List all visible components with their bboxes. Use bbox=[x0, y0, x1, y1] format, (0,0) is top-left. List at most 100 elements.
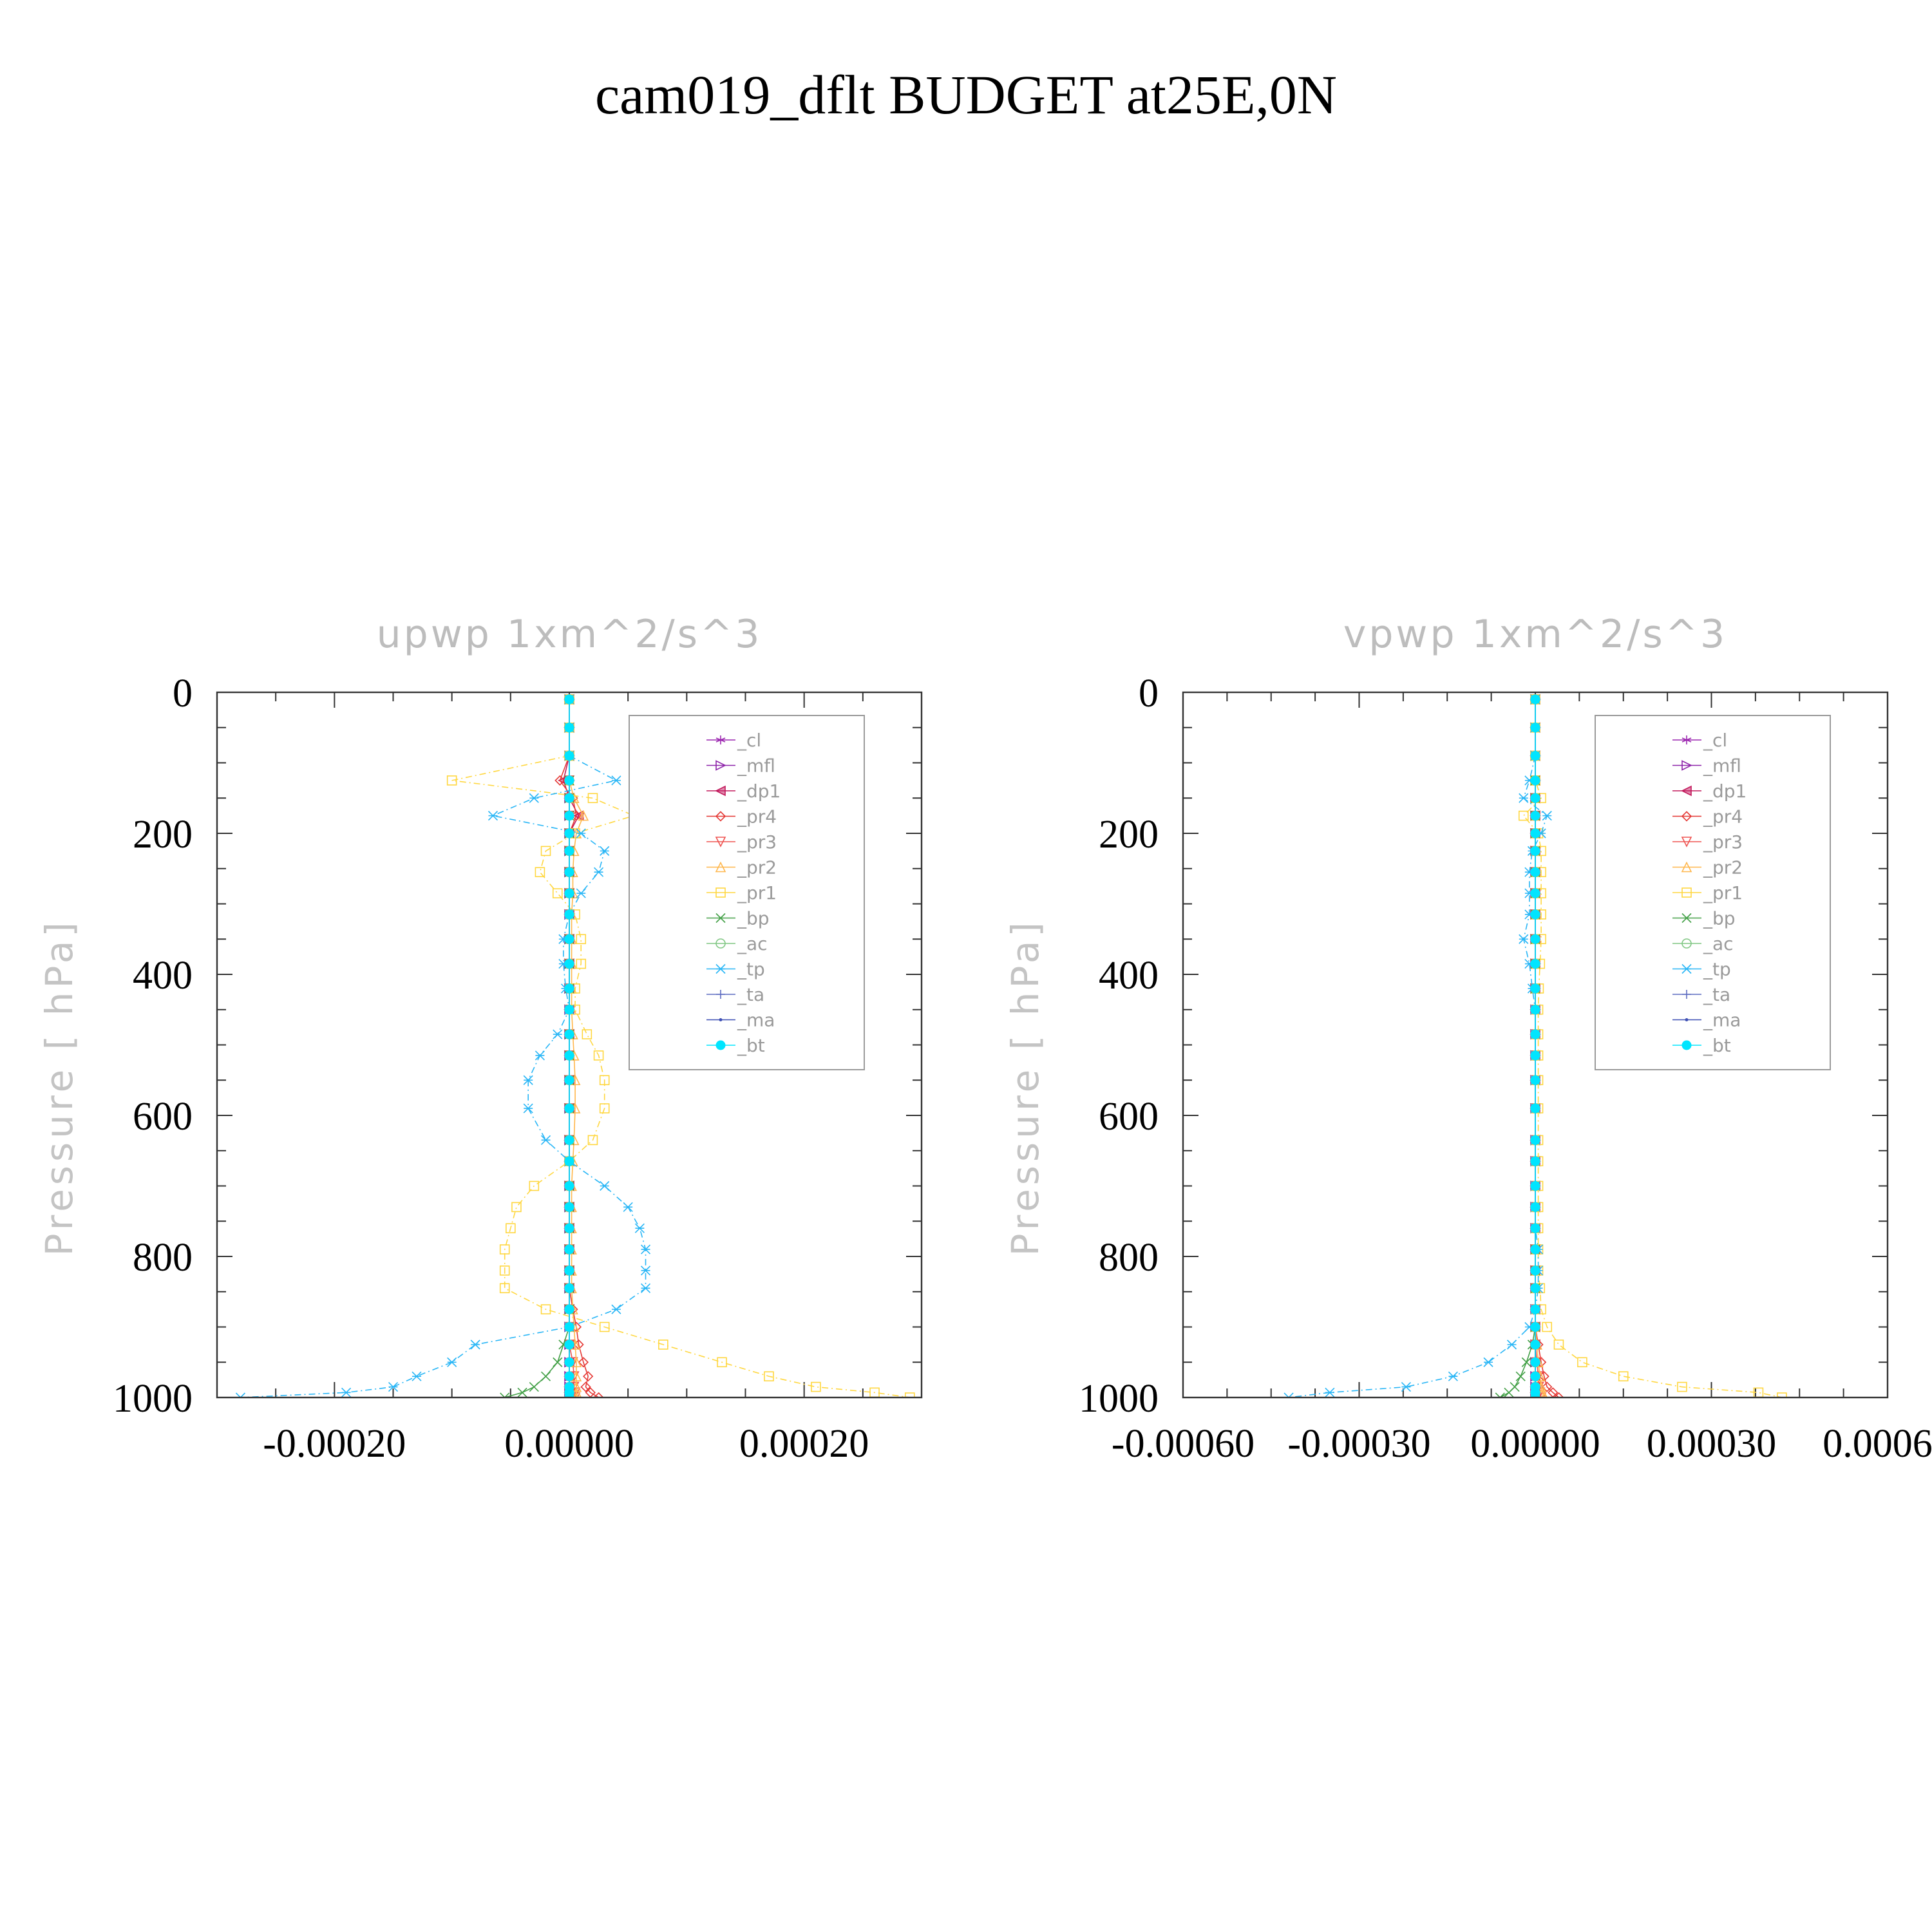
legend-entry: _ta bbox=[1672, 984, 1730, 1005]
legend: _cl _mfl _dp1 _pr4 _pr3 _pr2 _pr1 _bp _ac _tp _ta _… bbox=[1595, 715, 1831, 1070]
x-tick-label: 0.00060 bbox=[1823, 1422, 1932, 1466]
series_tp bbox=[1283, 694, 1552, 1397]
data-point bbox=[564, 867, 574, 877]
series-line bbox=[569, 699, 584, 1397]
x-tick-label: -0.00030 bbox=[1287, 1422, 1430, 1466]
data-point bbox=[640, 1244, 651, 1255]
series-group bbox=[1283, 694, 1787, 1397]
legend-marker bbox=[715, 811, 726, 822]
legend-marker bbox=[1681, 938, 1692, 949]
data-point bbox=[576, 828, 586, 838]
legend-marker bbox=[1682, 990, 1691, 999]
legend-marker bbox=[715, 1040, 726, 1050]
data-point bbox=[553, 1029, 563, 1039]
legend-marker bbox=[715, 837, 726, 848]
y-tick-label: 200 bbox=[133, 813, 193, 857]
legend-entry: _ta bbox=[706, 984, 764, 1005]
data-point bbox=[540, 846, 551, 857]
data-point bbox=[640, 1283, 651, 1293]
data-point bbox=[1530, 1075, 1540, 1085]
legend-label: _pr2 bbox=[1703, 857, 1743, 878]
data-point bbox=[764, 1371, 774, 1381]
data-point bbox=[564, 1029, 574, 1039]
data-point bbox=[576, 888, 586, 898]
data-point bbox=[564, 934, 574, 944]
legend-label: _ac bbox=[737, 933, 768, 954]
legend-marker bbox=[1681, 1040, 1692, 1050]
legend-box bbox=[629, 715, 865, 1070]
legend-entry: _cl bbox=[706, 730, 761, 751]
legend-marker bbox=[715, 887, 726, 898]
data-point bbox=[564, 1283, 574, 1293]
chart-panels: upwp 1xm^2/s^3 Pressure [ hPa] 0 200 400 600 8… bbox=[37, 612, 1932, 1466]
series-group bbox=[235, 694, 915, 1397]
data-point bbox=[554, 775, 565, 786]
legend-entry: _pr3 bbox=[1672, 831, 1743, 853]
data-point bbox=[564, 793, 574, 803]
data-point bbox=[599, 1103, 610, 1113]
x-tick-label: 0.00020 bbox=[739, 1422, 869, 1466]
data-point bbox=[1530, 1223, 1540, 1233]
y-tick-label: 600 bbox=[1099, 1095, 1159, 1139]
legend-label: _bt bbox=[1703, 1035, 1731, 1056]
data-point bbox=[1530, 888, 1540, 898]
data-point bbox=[1530, 793, 1540, 803]
legend-marker bbox=[715, 785, 726, 797]
legend: _cl _mfl _dp1 _pr4 _pr3 _pr2 _pr1 _bp _ac _tp _ta _… bbox=[629, 715, 865, 1070]
data-point bbox=[1530, 1103, 1540, 1113]
data-point bbox=[1530, 846, 1540, 856]
legend-marker bbox=[1681, 861, 1692, 873]
data-point bbox=[564, 811, 574, 821]
y-tick-label: 800 bbox=[1099, 1236, 1159, 1280]
legend-entry: _bt bbox=[706, 1035, 765, 1056]
data-point bbox=[583, 1371, 594, 1382]
legend-entry: _tp bbox=[1672, 959, 1731, 980]
data-point bbox=[1325, 1387, 1335, 1397]
legend-label: _tp bbox=[1703, 959, 1731, 980]
data-point bbox=[564, 1005, 574, 1015]
data-point bbox=[499, 1244, 510, 1255]
legend-entry: _pr2 bbox=[706, 857, 777, 878]
data-point bbox=[564, 775, 574, 786]
data-point bbox=[535, 1050, 545, 1061]
data-point bbox=[1530, 1202, 1540, 1212]
legend-marker bbox=[716, 990, 725, 999]
data-point bbox=[1519, 934, 1529, 944]
legend-label: _pr2 bbox=[737, 857, 777, 878]
data-point bbox=[564, 723, 574, 733]
legend-label: _bt bbox=[737, 1035, 765, 1056]
data-point bbox=[1618, 1371, 1629, 1381]
data-point bbox=[1483, 1357, 1493, 1367]
y-tick-label: 200 bbox=[1099, 813, 1159, 857]
data-point bbox=[564, 1244, 574, 1255]
legend-label: _dp1 bbox=[1703, 781, 1747, 802]
data-point bbox=[1521, 1357, 1531, 1367]
legend-label: _tp bbox=[737, 959, 765, 980]
data-point bbox=[564, 1181, 574, 1191]
data-point bbox=[594, 867, 604, 877]
legend-label: _cl bbox=[1703, 730, 1727, 751]
data-point bbox=[623, 1202, 633, 1212]
data-point bbox=[1530, 1181, 1540, 1191]
legend-entry: _mfl bbox=[706, 755, 775, 777]
data-point bbox=[904, 1392, 915, 1397]
data-point bbox=[1530, 1005, 1540, 1015]
data-point bbox=[341, 1387, 352, 1397]
y-axis-label: Pressure [ hPa] bbox=[37, 918, 81, 1256]
x-tick-label: 0.00000 bbox=[504, 1422, 634, 1466]
data-point bbox=[580, 1381, 591, 1392]
data-point bbox=[564, 1265, 574, 1276]
data-point bbox=[1504, 1387, 1514, 1397]
data-point bbox=[564, 1340, 574, 1350]
legend-entry: _tp bbox=[706, 959, 765, 980]
data-point bbox=[599, 1075, 610, 1086]
legend-label: _ac bbox=[1703, 933, 1734, 954]
y-tick-label: 1000 bbox=[1079, 1377, 1159, 1421]
data-point bbox=[564, 694, 574, 705]
data-point bbox=[1530, 867, 1540, 877]
data-point bbox=[593, 1392, 604, 1397]
y-tick-label: 0 bbox=[1139, 672, 1159, 715]
data-point bbox=[523, 1103, 533, 1113]
legend-marker bbox=[1681, 963, 1692, 974]
